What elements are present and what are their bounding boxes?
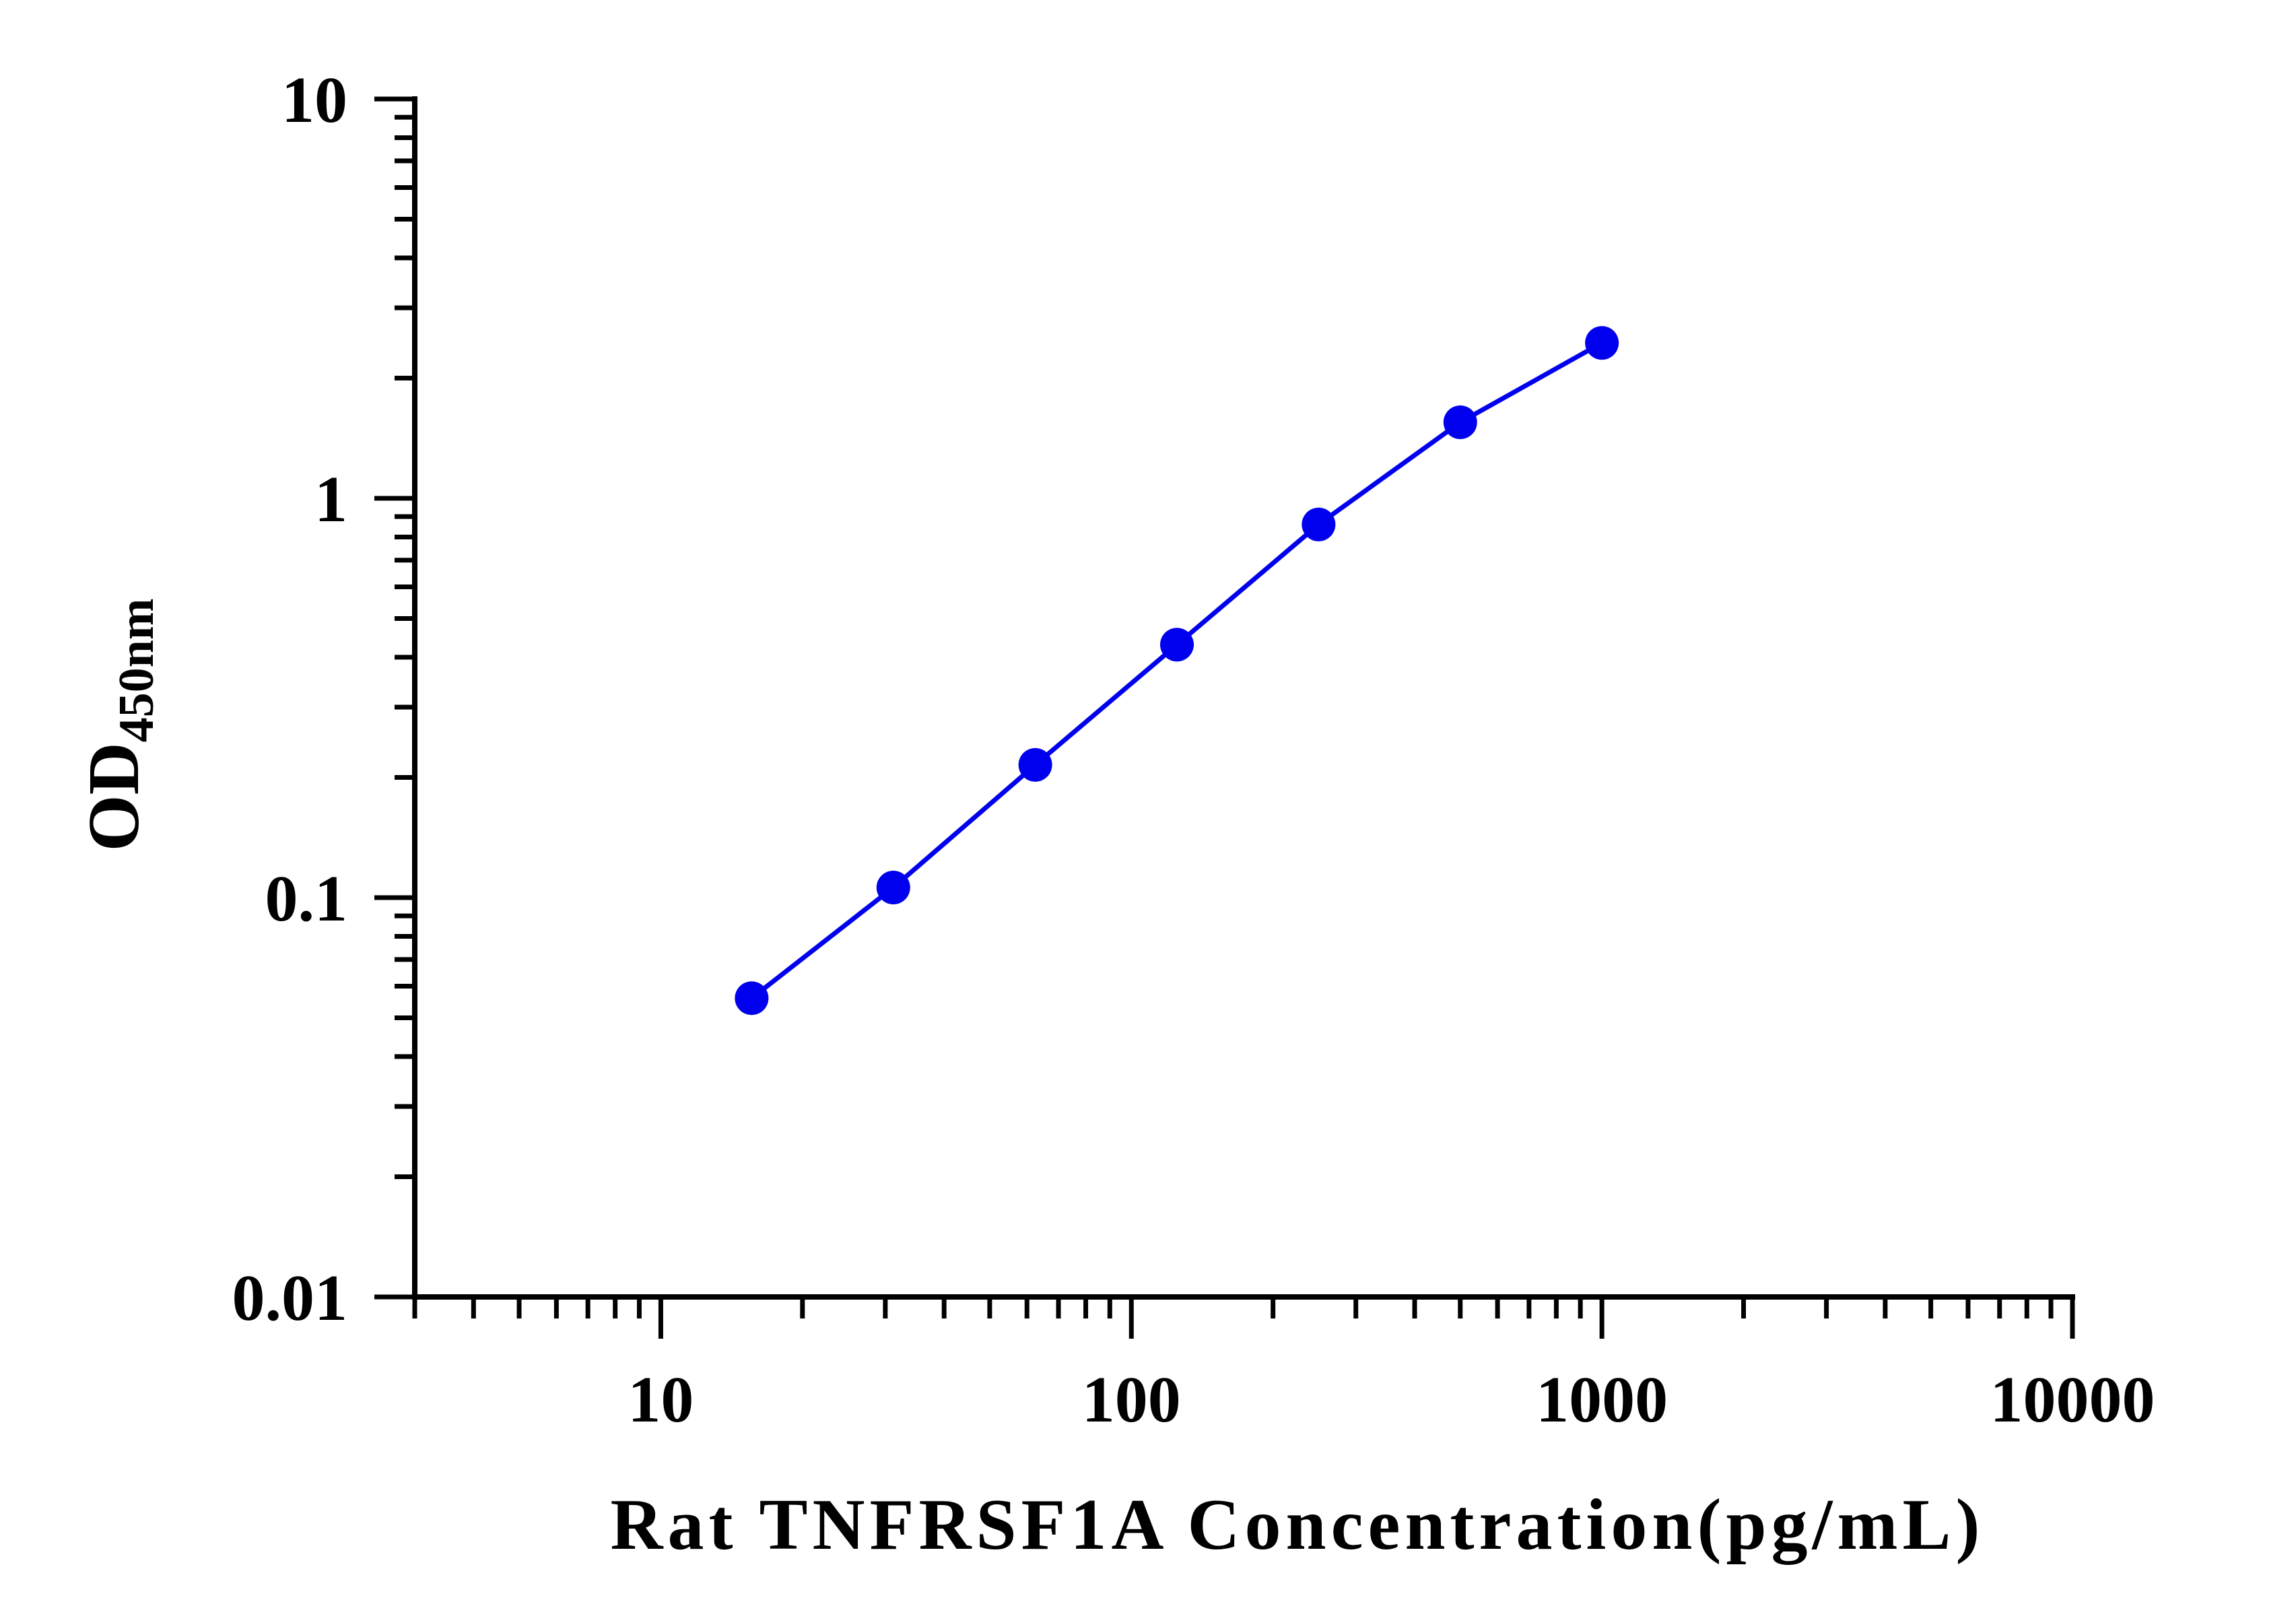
x-tick-label: 10000	[1990, 1364, 2155, 1436]
data-point	[1585, 326, 1619, 360]
y-axis-title-main: OD	[74, 742, 154, 851]
y-tick-label: 0.01	[232, 1262, 348, 1335]
x-axis-ticks	[412, 1297, 2075, 1339]
data-point	[1443, 405, 1477, 440]
data-point	[876, 870, 910, 904]
data-point	[735, 981, 769, 1015]
x-tick-label: 100	[1082, 1364, 1181, 1436]
y-axis-tick-labels: 0.01 0.1 1 10	[232, 64, 348, 1335]
y-tick-label: 0.1	[265, 863, 348, 935]
series-layer	[735, 326, 1619, 1015]
x-tick-label: 1000	[1536, 1364, 1668, 1436]
axes	[412, 96, 2075, 1300]
data-point	[1160, 628, 1194, 662]
data-point	[1302, 507, 1336, 541]
series-line	[750, 341, 1603, 1001]
y-tick-label: 10	[281, 64, 347, 137]
y-tick-label: 1	[314, 463, 347, 536]
x-axis-tick-labels: 10 100 1000 10000	[628, 1364, 2155, 1436]
y-axis-title: OD450nm	[74, 599, 164, 852]
y-axis-title-subscript: 450nm	[109, 599, 164, 743]
x-axis-title: Rat TNFRSF1A Concentration(pg/mL)	[610, 1485, 1984, 1565]
data-point	[1018, 747, 1052, 782]
x-tick-label: 10	[628, 1364, 694, 1436]
y-axis-ticks	[374, 96, 415, 1300]
